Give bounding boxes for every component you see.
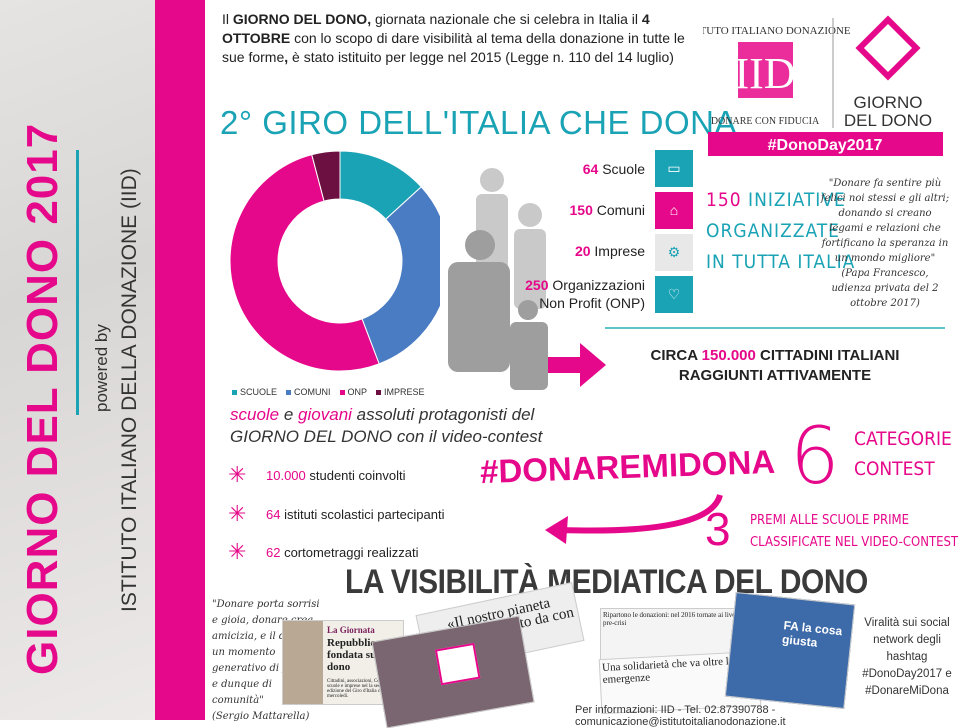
media-title: LA VISIBILITÀ MEDIATICA DEL DONO — [345, 563, 868, 601]
stat-imprese: 20 Imprese — [574, 243, 645, 259]
legend-label: IMPRESE — [384, 387, 425, 397]
pope-quote: "Donare fa sentire più felici noi stessi… — [820, 178, 950, 309]
svg-text:#DonoDay2017: #DonoDay2017 — [768, 137, 883, 154]
arrow-right-icon — [548, 343, 606, 387]
logo-graphic: ISTITUTO ITALIANO DONAZIONE IID DONARE C… — [679, 15, 943, 156]
intro-text: Il GIORNO DEL DONO, giornata nazionale c… — [222, 11, 685, 65]
stats-list: 64 Scuole 150 Comuni 20 Imprese 250 Orga… — [500, 160, 645, 320]
protagonists-text: scuole e giovani assoluti protagonisti d… — [230, 405, 543, 446]
legend-item-imprese: IMPRESE — [376, 387, 425, 397]
asterisk-icon: ✳ — [228, 501, 247, 526]
viral-text: Viralità sui social network degli hashta… — [862, 617, 952, 697]
chart-legend: SCUOLE COMUNI ONP IMPRESE — [232, 387, 425, 397]
org-name: ISTITUTO ITALIANO DELLA DONAZIONE (IID) — [118, 168, 141, 612]
legend-label: COMUNI — [294, 387, 331, 397]
donut-slice-imprese — [311, 150, 341, 202]
legend-label: SCUOLE — [240, 387, 278, 397]
stat-comuni: 150 Comuni — [569, 202, 646, 218]
bullet-item: ✳ 62 cortometraggi realizzati — [228, 539, 419, 564]
book-icon: ▭ — [655, 150, 693, 187]
legend-swatch — [286, 390, 292, 396]
powered-by: powered by — [92, 324, 111, 412]
categories-label: CATEGORIE CONTEST — [854, 428, 952, 480]
logo: ISTITUTO ITALIANO DONAZIONE IID DONARE C… — [679, 8, 948, 158]
legend-item-scuole: SCUOLE — [232, 387, 277, 397]
people-illustration — [448, 168, 548, 390]
left-panel: GIORNO DEL DONO 2017 powered by ISTITUTO… — [0, 0, 155, 720]
pink-strip — [155, 0, 205, 720]
main-title: GIORNO DEL DONO 2017 — [18, 122, 67, 675]
reach-text: CIRCA 150.000 CITTADINI ITALIANI RAGGIUNT… — [650, 347, 900, 384]
prizes-count: 3 — [705, 503, 731, 555]
svg-text:DONARE CON FIDUCIA: DONARE CON FIDUCIA — [711, 116, 820, 127]
legend-swatch — [232, 390, 237, 396]
categories-count: 6 — [790, 412, 840, 502]
divider-line — [76, 150, 79, 415]
legend-item-onp: ONP — [339, 387, 368, 397]
svg-text:ISTITUTO ITALIANO DONAZIONE: ISTITUTO ITALIANO DONAZIONE — [703, 25, 851, 37]
building-icon: ⌂ — [655, 192, 693, 229]
donut-slice-comuni — [361, 186, 440, 365]
iniziative-text: 150 INIZIATIVE ORGANIZZATE IN TUTTA ITALI… — [706, 189, 856, 273]
footer-contacts: Per informazioni: IID - Tel. 02.87390788… — [575, 704, 786, 728]
section-heading: 2° GIRO DELL'ITALIA CHE DONA — [220, 104, 738, 141]
legend-item-comuni: COMUNI — [286, 387, 331, 397]
svg-text:DEL DONO: DEL DONO — [844, 111, 932, 130]
contest-hashtag: #DONAREMIDONA — [479, 442, 776, 491]
svg-text:IID: IID — [734, 49, 795, 98]
legend-swatch — [339, 390, 345, 396]
gears-icon: ⚙ — [655, 234, 693, 271]
heart-icon: ♡ — [655, 276, 693, 313]
svg-text:GIORNO: GIORNO — [854, 93, 923, 112]
legend-swatch — [376, 390, 382, 396]
donut-slice-onp — [229, 154, 380, 372]
bullet-item: ✳ 64 istituti scolastici partecipanti — [228, 501, 445, 526]
divider — [605, 327, 945, 329]
asterisk-icon: ✳ — [228, 462, 247, 487]
legend-label: ONP — [347, 387, 368, 397]
curved-arrow-icon — [545, 493, 723, 544]
stat-scuole: 64 Scuole — [582, 161, 645, 177]
bullet-item: ✳ 10.000 studenti coinvolti — [228, 462, 406, 487]
asterisk-icon: ✳ — [228, 539, 247, 564]
stat-onp: 250 Organizzazioni Non Profit (ONP) — [525, 277, 645, 311]
donut-chart — [229, 150, 440, 372]
tv-screenshot: FA la cosa giusta — [724, 592, 856, 709]
prizes-label: PREMI ALLE SCUOLE PRIME CLASSIFICATE NEL … — [750, 513, 959, 550]
mattarella-quote: "Donare porta sorrisi e gioia, donare cr… — [212, 599, 320, 722]
